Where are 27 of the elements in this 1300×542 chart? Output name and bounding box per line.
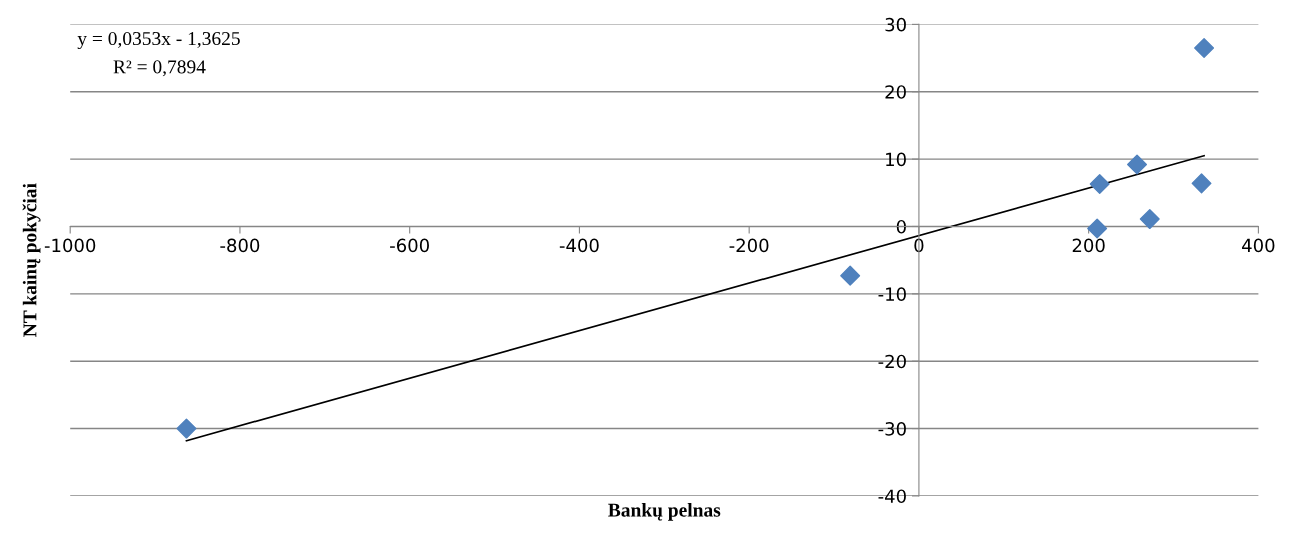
x-tick-label: 200 <box>1072 238 1105 253</box>
point <box>176 418 197 439</box>
x-tick-label: 400 <box>1242 238 1275 253</box>
y-tick-label: -10 <box>878 287 906 301</box>
point <box>1087 218 1108 239</box>
x-tick-label: -1000 <box>44 238 96 253</box>
annotation: R² = 0,7894 <box>113 60 206 77</box>
x-tick-label: 0 <box>914 238 924 253</box>
x-tick-label: -200 <box>729 238 769 253</box>
y-tick-label: -20 <box>878 354 906 369</box>
y-tick-label: 20 <box>885 85 906 99</box>
point <box>1089 174 1110 195</box>
point <box>1191 173 1212 194</box>
point <box>840 265 861 286</box>
point <box>1127 154 1148 175</box>
x-tick-label: -600 <box>390 238 429 253</box>
x-axis-title: Bankų pelnas <box>608 503 721 521</box>
y-tick-label: -40 <box>878 489 906 504</box>
x-tick-label: -400 <box>559 238 599 253</box>
annotation: y = 0,0353x - 1,3625 <box>77 31 240 50</box>
x-tick-label: -800 <box>220 238 260 253</box>
y-tick-label: -30 <box>878 422 906 436</box>
point <box>1194 37 1215 58</box>
y-axis-title: NT kainų pokyčiai <box>22 183 41 337</box>
y-tick-label: 10 <box>886 152 906 167</box>
point <box>1139 209 1160 230</box>
y-tick-label: 30 <box>885 17 906 32</box>
